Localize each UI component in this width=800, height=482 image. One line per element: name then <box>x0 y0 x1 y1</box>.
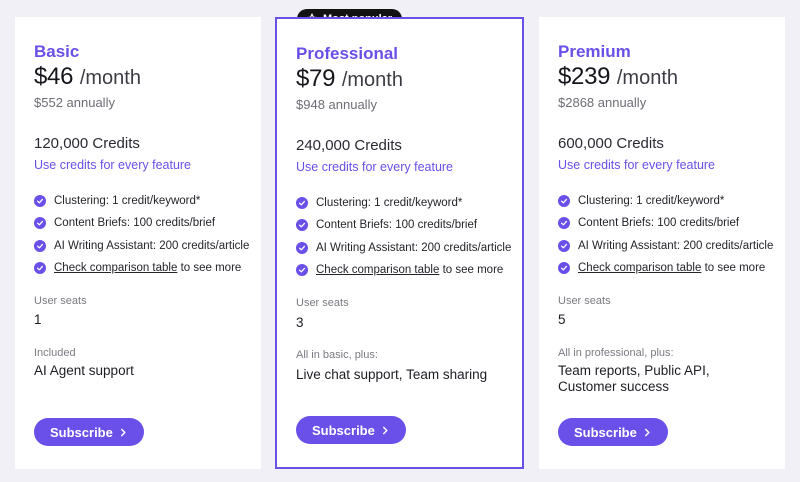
subscribe-label: Subscribe <box>312 422 375 438</box>
included-value: AI Agent support <box>34 363 134 378</box>
list-item: Content Briefs: 100 credits/brief <box>34 212 249 234</box>
list-item: AI Writing Assistant: 200 credits/articl… <box>296 237 511 259</box>
credits-amount: 120,000 Credits <box>34 135 140 152</box>
price-period: /month <box>79 67 141 89</box>
plan-name: Basic <box>34 42 80 61</box>
check-circle-icon <box>558 195 570 208</box>
comparison-table-link[interactable]: Check comparison table <box>578 262 702 275</box>
price-period: /month <box>341 69 403 91</box>
annual-price: $552 annually <box>34 95 115 110</box>
price-amount: $79 <box>296 65 336 92</box>
check-circle-icon <box>296 197 308 210</box>
plan-name: Premium <box>558 42 631 61</box>
seats-value: 5 <box>558 312 566 327</box>
list-item: AI Writing Assistant: 200 credits/articl… <box>558 235 773 257</box>
list-item: Clustering: 1 credit/keyword* <box>558 190 773 212</box>
price-amount: $239 <box>558 63 611 90</box>
list-item: AI Writing Assistant: 200 credits/articl… <box>34 235 249 257</box>
credits-amount: 600,000 Credits <box>558 135 664 152</box>
plan-card-basic: Basic $46 /month $552 annually 120,000 C… <box>15 17 261 469</box>
credits-note: Use credits for every feature <box>296 160 454 174</box>
plan-name: Professional <box>296 44 399 63</box>
comparison-table-link[interactable]: Check comparison table <box>54 262 178 275</box>
check-circle-icon <box>558 217 570 230</box>
seats-label: User seats <box>34 295 87 307</box>
check-circle-icon <box>296 264 308 277</box>
list-item: Check comparison table to see more <box>34 257 249 279</box>
plan-card-professional: Professional $79 /month $948 annually 24… <box>275 17 524 469</box>
list-item: Clustering: 1 credit/keyword* <box>296 192 511 214</box>
subscribe-label: Subscribe <box>574 424 637 440</box>
plan-price: $46 /month <box>34 63 141 91</box>
feature-text: Content Briefs: 100 credits/brief <box>316 219 478 232</box>
included-label: All in basic, plus: <box>296 349 378 361</box>
feature-text: Clustering: 1 credit/keyword* <box>578 195 725 208</box>
chevron-right-icon <box>120 428 126 436</box>
check-circle-icon <box>296 241 308 254</box>
feature-text: Content Briefs: 100 credits/brief <box>54 217 216 230</box>
price-amount: $46 <box>34 63 74 90</box>
list-item: Content Briefs: 100 credits/brief <box>558 212 773 234</box>
credits-note: Use credits for every feature <box>558 158 716 172</box>
feature-text: AI Writing Assistant: 200 credits/articl… <box>578 239 774 252</box>
feature-text: Content Briefs: 100 credits/brief <box>578 217 740 230</box>
check-circle-icon <box>558 262 570 275</box>
credits-note: Use credits for every feature <box>34 158 192 172</box>
feature-list: Clustering: 1 credit/keyword* Content Br… <box>558 190 773 279</box>
check-circle-icon <box>34 239 46 252</box>
check-circle-icon <box>34 195 46 208</box>
compare-suffix: to see more <box>439 264 504 277</box>
list-item: Check comparison table to see more <box>558 257 773 279</box>
annual-price: $2868 annually <box>558 95 647 110</box>
seats-value: 1 <box>34 312 42 327</box>
plan-card-premium: Premium $239 /month $2868 annually 600,0… <box>539 17 785 469</box>
check-circle-icon <box>34 262 46 275</box>
plan-price: $79 /month <box>296 65 403 93</box>
included-label: All in professional, plus: <box>558 347 674 359</box>
compare-suffix: to see more <box>177 262 242 275</box>
chevron-right-icon <box>382 426 388 434</box>
included-value: Live chat support, Team sharing <box>296 367 488 382</box>
feature-text: AI Writing Assistant: 200 credits/articl… <box>316 241 512 254</box>
subscribe-label: Subscribe <box>50 424 113 440</box>
feature-text: Clustering: 1 credit/keyword* <box>54 195 201 208</box>
feature-text: Clustering: 1 credit/keyword* <box>316 197 463 210</box>
subscribe-button[interactable]: Subscribe <box>34 418 144 446</box>
check-circle-icon <box>34 217 46 230</box>
feature-list: Clustering: 1 credit/keyword* Content Br… <box>296 192 511 281</box>
included-label: Included <box>34 347 76 359</box>
check-circle-icon <box>296 219 308 232</box>
included-value: Team reports, Public API, Customer succe… <box>558 363 710 394</box>
comparison-table-link[interactable]: Check comparison table <box>316 264 440 277</box>
annual-price: $948 annually <box>296 97 377 112</box>
subscribe-button[interactable]: Subscribe <box>296 416 406 444</box>
price-period: /month <box>616 67 679 89</box>
check-circle-icon <box>558 239 570 252</box>
chevron-right-icon <box>644 428 650 436</box>
feature-text: AI Writing Assistant: 200 credits/articl… <box>54 239 250 252</box>
credits-amount: 240,000 Credits <box>296 137 402 154</box>
plan-price: $239 /month <box>558 63 678 91</box>
feature-list: Clustering: 1 credit/keyword* Content Br… <box>34 190 249 279</box>
subscribe-button[interactable]: Subscribe <box>558 418 668 446</box>
list-item: Clustering: 1 credit/keyword* <box>34 190 249 212</box>
seats-label: User seats <box>558 295 611 307</box>
seats-value: 3 <box>296 315 304 330</box>
list-item: Check comparison table to see more <box>296 259 511 281</box>
compare-suffix: to see more <box>701 262 766 275</box>
seats-label: User seats <box>296 297 349 309</box>
list-item: Content Briefs: 100 credits/brief <box>296 214 511 236</box>
